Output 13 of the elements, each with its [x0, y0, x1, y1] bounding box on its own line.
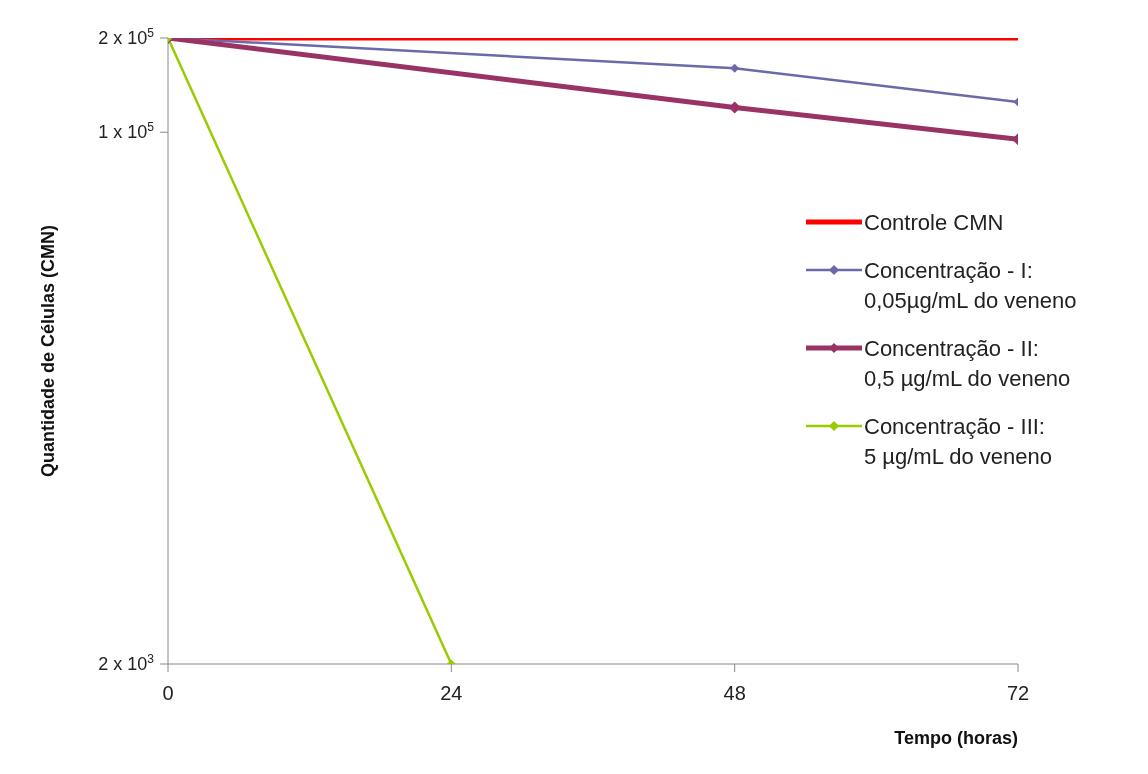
y-axis-title: Quantidade de Células (CMN) — [38, 224, 59, 478]
x-tick-label: 24 — [440, 682, 463, 705]
legend-label: Concentração - III: 5 µg/mL do veneno — [864, 413, 1053, 471]
x-tick-label: 0 — [162, 682, 174, 705]
y-tick-label: 1 x 10$^{5}$ — [98, 120, 155, 143]
x-tick-label: 48 — [723, 682, 746, 705]
x-tick-label: 72 — [1006, 682, 1030, 705]
legend-label: Concentração - I: 0,05µg/mL do veneno — [864, 257, 1078, 315]
x-axis-title: Tempo (horas) — [894, 728, 1018, 748]
y-tick-label: 2 x 10$^{5}$ — [98, 26, 155, 48]
legend-label: Controle CMN — [864, 209, 1005, 237]
y-tick-label: 2 x 10$^{3}$ — [98, 652, 155, 674]
legend-label: Concentração - II: 0,5 µg/mL do veneno — [864, 335, 1072, 393]
